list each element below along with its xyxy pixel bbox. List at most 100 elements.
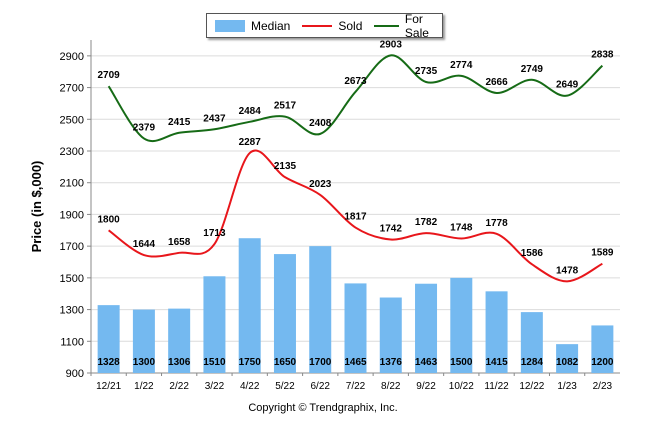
- bar-value-label: 1415: [485, 357, 508, 368]
- for-sale-value-label: 2666: [485, 77, 508, 88]
- legend-item-median: Median: [215, 19, 290, 33]
- for-sale-value-label: 2517: [274, 101, 297, 112]
- sold-value-label: 1478: [556, 265, 579, 276]
- x-tick-label: 3/22: [205, 381, 225, 392]
- x-tick-label: 1/23: [557, 381, 577, 392]
- bar-value-label: 1328: [98, 357, 121, 368]
- sold-value-label: 1748: [450, 223, 473, 234]
- x-tick-label: 5/22: [275, 381, 295, 392]
- bar-median: [415, 283, 438, 373]
- bar-value-label: 1500: [450, 357, 473, 368]
- y-tick-label: 1300: [60, 305, 84, 317]
- sold-value-label: 1800: [98, 214, 121, 225]
- for-sale-value-label: 2838: [591, 50, 614, 61]
- for-sale-value-label: 2709: [98, 70, 121, 81]
- bar-median: [273, 254, 296, 373]
- bar-value-label: 1750: [239, 357, 262, 368]
- y-tick-label: 2900: [60, 51, 84, 63]
- sold-value-label: 1778: [485, 218, 508, 229]
- for-sale-value-label: 2649: [556, 80, 579, 91]
- bar-value-label: 1510: [203, 357, 226, 368]
- for-sale-value-label: 2408: [309, 118, 332, 129]
- sold-value-label: 2135: [274, 161, 297, 172]
- bar-value-label: 1376: [380, 357, 403, 368]
- sold-value-label: 2023: [309, 179, 332, 190]
- x-tick-label: 4/22: [240, 381, 260, 392]
- for-sale-value-label: 2903: [380, 39, 403, 50]
- x-tick-label: 9/22: [416, 381, 436, 392]
- x-tick-label: 2/23: [593, 381, 613, 392]
- y-tick-label: 2500: [60, 114, 84, 126]
- x-tick-label: 10/22: [449, 381, 474, 392]
- for-sale-value-label: 2735: [415, 66, 438, 77]
- bar-median: [591, 325, 614, 373]
- x-tick-label: 12/21: [96, 381, 121, 392]
- y-tick-label: 2700: [60, 83, 84, 95]
- legend-label-median: Median: [251, 18, 291, 33]
- legend-item-sold: Sold: [302, 19, 362, 33]
- for-sale-value-label: 2774: [450, 60, 473, 71]
- bar-median: [309, 246, 332, 373]
- y-tick-label: 2100: [60, 178, 84, 190]
- bar-median: [485, 291, 508, 373]
- line-sold: [108, 149, 603, 283]
- x-tick-label: 8/22: [381, 381, 401, 392]
- for-sale-value-label: 2484: [239, 106, 262, 117]
- bar-value-label: 1082: [556, 357, 579, 368]
- bar-median: [556, 344, 579, 373]
- sold-value-label: 1586: [521, 248, 544, 259]
- legend-label-for-sale: For Sale: [404, 11, 429, 40]
- bar-value-label: 1463: [415, 357, 438, 368]
- legend-swatch-for-sale: [374, 24, 399, 27]
- x-tick-label: 12/22: [519, 381, 544, 392]
- x-tick-label: 11/22: [484, 381, 509, 392]
- x-tick-label: 2/22: [169, 381, 189, 392]
- for-sale-value-label: 2437: [203, 113, 226, 124]
- x-tick-label: 6/22: [310, 381, 330, 392]
- legend-swatch-sold: [302, 24, 333, 27]
- y-tick-label: 1700: [60, 241, 84, 253]
- bar-value-label: 1465: [344, 357, 367, 368]
- bar-value-label: 1700: [309, 357, 332, 368]
- for-sale-value-label: 2673: [344, 76, 367, 87]
- sold-value-label: 1644: [133, 239, 156, 250]
- bar-value-label: 1300: [133, 357, 156, 368]
- sold-value-label: 2287: [239, 137, 262, 148]
- legend: Median Sold For Sale: [206, 11, 443, 40]
- for-sale-value-label: 2749: [521, 64, 544, 75]
- sold-value-label: 1713: [203, 228, 226, 239]
- y-tick-label: 1900: [60, 209, 84, 221]
- y-tick-label: 1500: [60, 273, 84, 285]
- for-sale-value-label: 2379: [133, 122, 156, 133]
- x-tick-label: 1/22: [134, 381, 154, 392]
- y-tick-label: 900: [66, 368, 84, 380]
- y-tick-label: 1100: [60, 336, 84, 348]
- sold-value-label: 1589: [591, 248, 614, 259]
- legend-swatch-median: [215, 19, 245, 32]
- sold-value-label: 1817: [344, 212, 367, 223]
- bar-value-label: 1284: [521, 357, 544, 368]
- bar-median: [203, 276, 226, 373]
- bar-value-label: 1200: [591, 357, 614, 368]
- copyright-text: Copyright © Trendgraphix, Inc.: [248, 402, 398, 414]
- sold-value-label: 1742: [380, 223, 403, 234]
- bar-median: [379, 297, 402, 373]
- y-tick-label: 2300: [60, 146, 84, 158]
- bar-median: [168, 308, 191, 373]
- sold-value-label: 1658: [168, 237, 191, 248]
- y-axis-title: Price (in $,000): [29, 161, 44, 253]
- bar-value-label: 1650: [274, 357, 297, 368]
- legend-label-sold: Sold: [338, 18, 363, 33]
- for-sale-value-label: 2415: [168, 117, 191, 128]
- bar-median: [520, 312, 543, 373]
- sold-value-label: 1782: [415, 217, 438, 228]
- bar-value-label: 1306: [168, 357, 191, 368]
- line-for-sale: [107, 54, 604, 143]
- bar-median: [97, 305, 120, 373]
- bar-median: [450, 277, 473, 373]
- bar-median: [132, 309, 155, 373]
- x-tick-label: 7/22: [346, 381, 366, 392]
- bar-median: [344, 283, 367, 373]
